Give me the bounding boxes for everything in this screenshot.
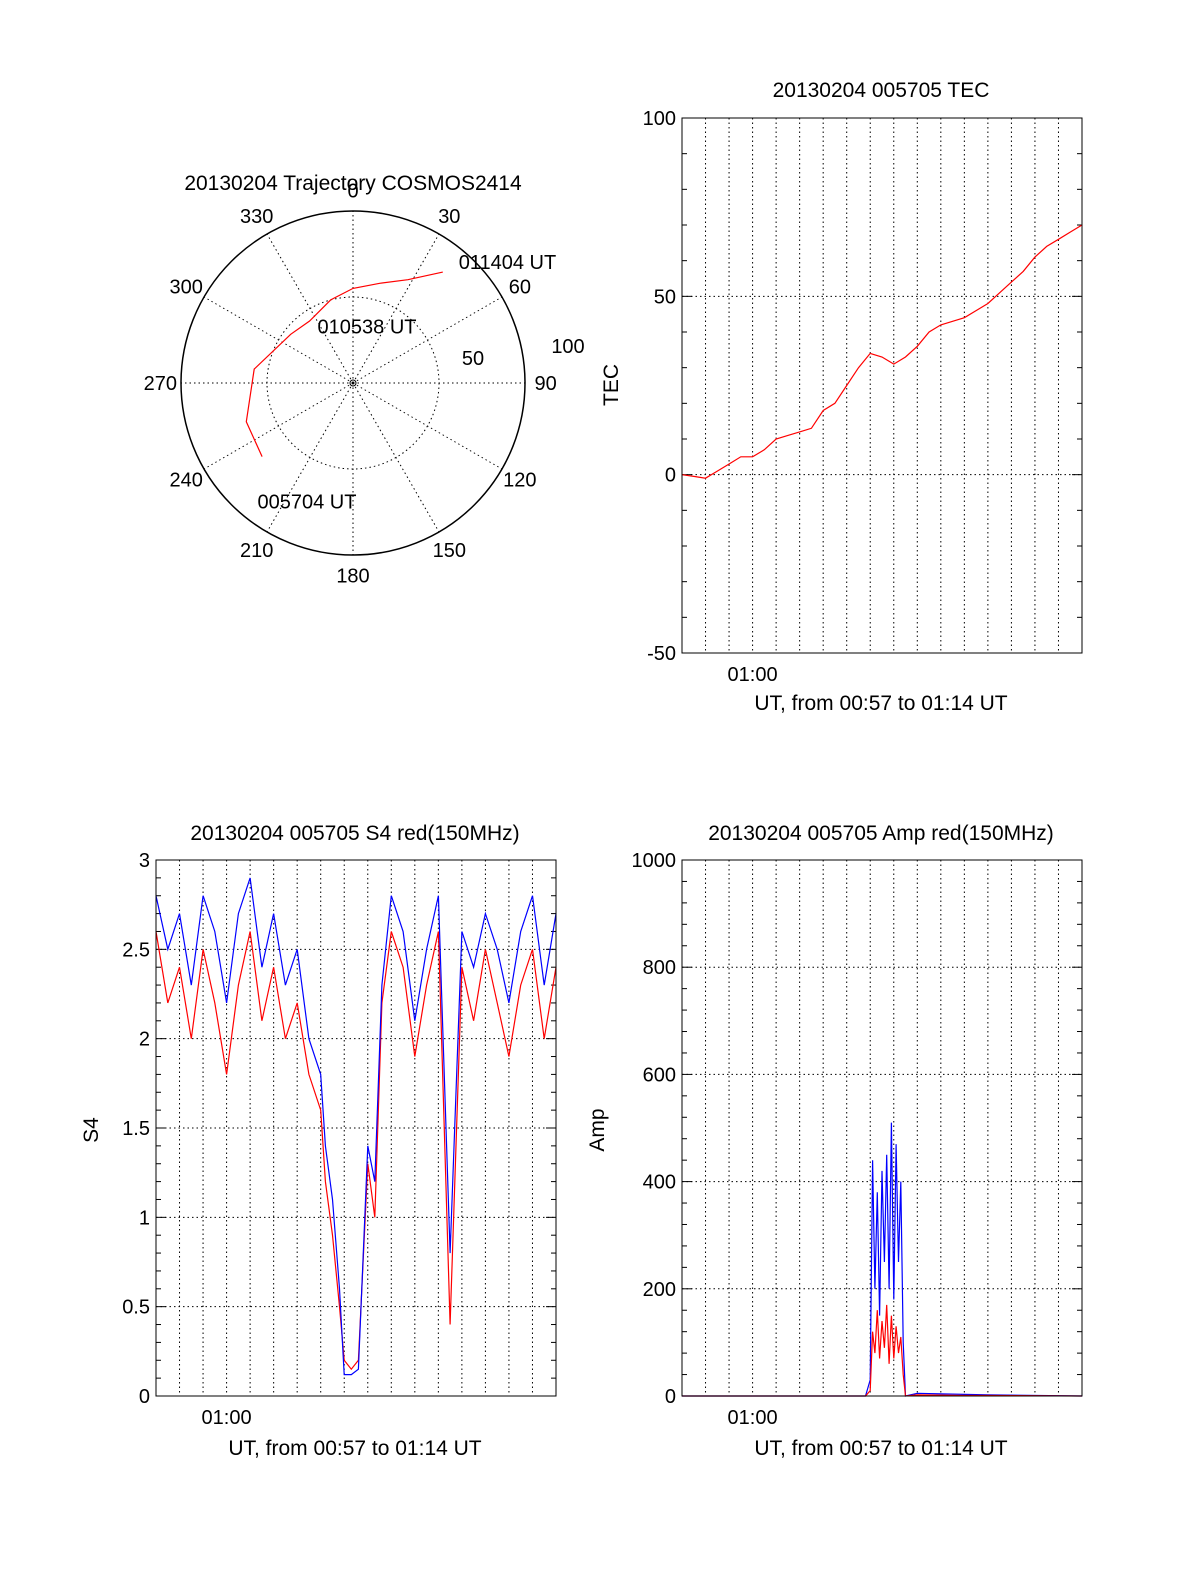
polar-angle-label: 210 [240, 540, 273, 562]
polar-angle-label: 0 [347, 180, 358, 202]
polar-angle-label: 90 [535, 373, 557, 395]
amp-series-line [682, 1122, 1083, 1397]
amp-plot-frame [681, 859, 1083, 1397]
polar-spoke [203, 296, 354, 384]
polar-spoke [266, 382, 354, 533]
amp-ytick-label: 1000 [632, 850, 677, 872]
polar-angle-label: 270 [144, 373, 177, 395]
s4-ytick-label: 0.5 [122, 1297, 150, 1319]
s4-ytick-label: 3 [139, 850, 150, 872]
tec-xlabel: UT, from 00:57 to 01:14 UT [754, 692, 1007, 715]
polar-title: 20130204 Trajectory COSMOS2414 [184, 172, 522, 195]
s4-title: 20130204 005705 S4 red(150MHz) [190, 822, 519, 845]
tec-ytick-label: 100 [643, 108, 676, 130]
trajectory-time-label: 011404 UT [459, 252, 556, 274]
polar-spoke [352, 296, 503, 384]
polar-angle-label: 300 [169, 277, 202, 299]
polar-radius-label: 100 [551, 336, 584, 358]
s4-ytick-label: 1 [139, 1207, 150, 1229]
polar-trajectory-line [245, 271, 443, 457]
polar-angle-label: 330 [240, 206, 273, 228]
polar-radius-label: 50 [462, 348, 484, 370]
tec-panel: 20130204 005705 TEC UT, from 00:57 to 01… [600, 79, 1083, 715]
s4-series-line [155, 931, 557, 1371]
s4-ytick-label: 2 [139, 1029, 150, 1051]
s4-plot-frame [155, 859, 557, 1397]
tec-title: 20130204 005705 TEC [773, 79, 990, 102]
s4-xtick-label: 01:00 [202, 1407, 252, 1429]
tec-ytick-label: -50 [647, 643, 676, 665]
polar-angle-label: 240 [169, 469, 202, 491]
polar-angle-label: 60 [509, 277, 531, 299]
s4-ytick-label: 2.5 [122, 939, 150, 961]
amp-ytick-label: 200 [643, 1279, 676, 1301]
polar-angle-label: 30 [438, 206, 460, 228]
s4-series-line [155, 877, 557, 1376]
trajectory-time-label: 005704 UT [257, 492, 356, 514]
polar-angle-label: 180 [336, 566, 369, 588]
amp-xtick-label: 01:00 [728, 1407, 778, 1429]
amp-ytick-label: 0 [665, 1386, 676, 1408]
s4-ytick-label: 1.5 [122, 1118, 150, 1140]
s4-ytick-label: 0 [139, 1386, 150, 1408]
amp-ytick-label: 600 [643, 1064, 676, 1086]
tec-ylabel: TEC [600, 364, 623, 406]
tec-xtick-label: 01:00 [728, 664, 778, 686]
tec-ytick-label: 50 [654, 286, 676, 308]
tec-plot-frame [681, 117, 1083, 654]
polar-spoke [203, 382, 354, 470]
amp-series-line [682, 1304, 1083, 1397]
amp-xlabel: UT, from 00:57 to 01:14 UT [754, 1437, 1007, 1460]
polar-spoke [352, 382, 440, 533]
polar-angle-label: 150 [433, 540, 466, 562]
polar-spoke [266, 233, 354, 384]
s4-xlabel: UT, from 00:57 to 01:14 UT [228, 1437, 481, 1460]
polar-center-marker [349, 379, 357, 387]
trajectory-time-label: 010538 UT [318, 317, 417, 339]
amp-ytick-label: 400 [643, 1172, 676, 1194]
polar-spoke [352, 233, 440, 384]
tec-series-line [681, 224, 1083, 479]
amp-ytick-label: 800 [643, 957, 676, 979]
polar-angle-label: 120 [503, 469, 536, 491]
polar-trajectory-panel: 20130204 Trajectory COSMOS2414 0 30 60 90 12… [144, 172, 585, 588]
amp-ylabel: Amp [586, 1108, 609, 1151]
amp-panel: 20130204 005705 Amp red(150MHz) UT, from… [586, 822, 1083, 1460]
polar-spoke [352, 382, 503, 470]
s4-panel: 20130204 005705 S4 red(150MHz) UT, from … [80, 822, 557, 1460]
tec-ytick-label: 0 [665, 465, 676, 487]
s4-ylabel: S4 [80, 1117, 103, 1143]
amp-title: 20130204 005705 Amp red(150MHz) [708, 822, 1054, 845]
